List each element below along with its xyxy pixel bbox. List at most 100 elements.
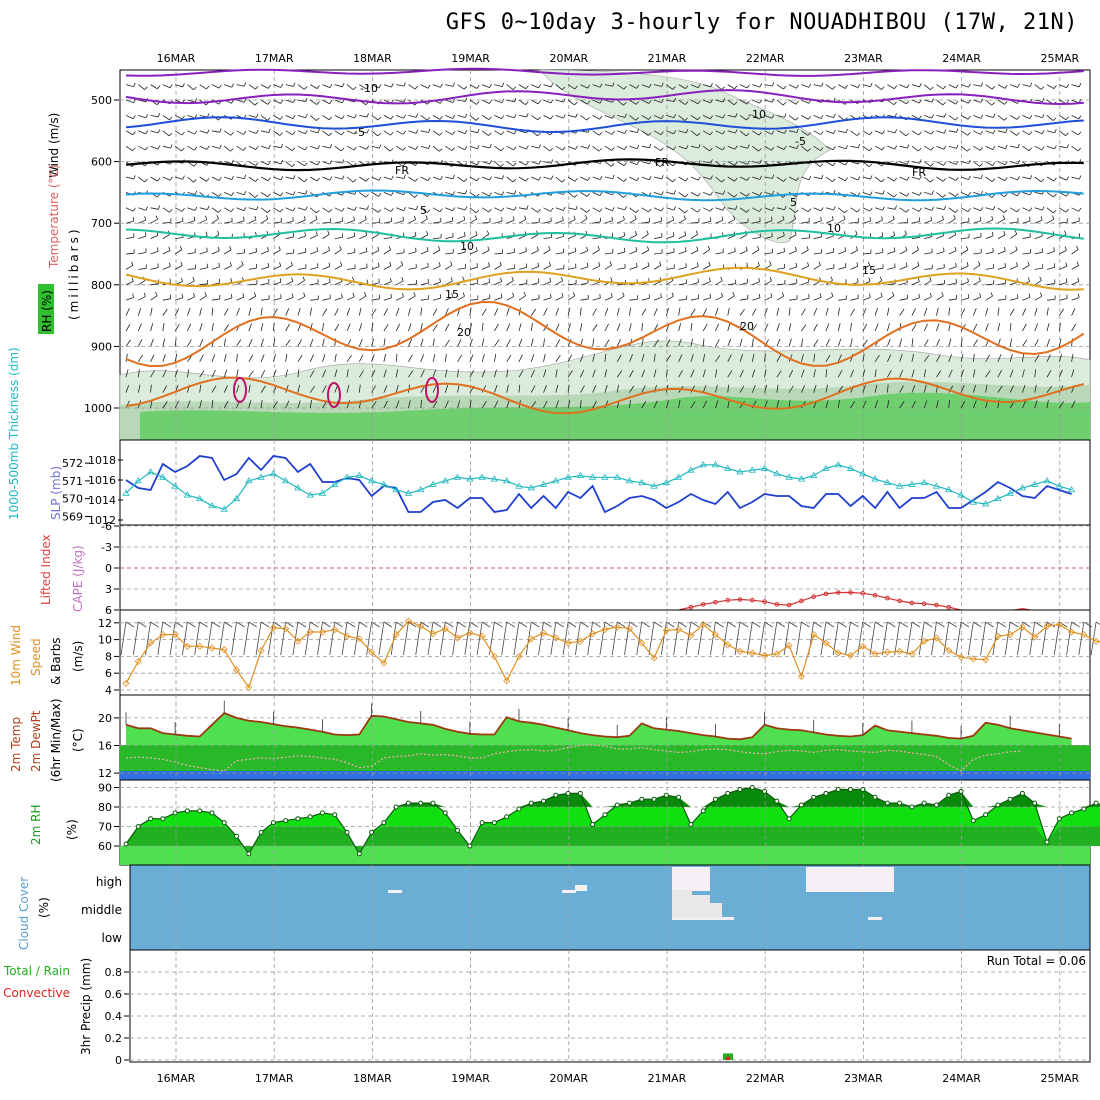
cloud-ylabel-b: (%)	[37, 897, 51, 918]
wind-barb-shaft	[813, 115, 822, 119]
wind-barb-shaft	[346, 236, 355, 239]
wind-barb-feather	[720, 276, 723, 281]
wind-barb-feather	[611, 163, 615, 167]
wind-barb-shaft	[224, 84, 232, 88]
rh-point	[737, 786, 743, 792]
wind-barb-feather	[820, 114, 824, 119]
surface-barb-feather	[788, 621, 798, 628]
wind-barb-shaft	[727, 145, 736, 150]
wind-barb-feather	[414, 178, 419, 182]
wind-barb-feather	[882, 206, 885, 211]
wind-barb-feather	[158, 205, 161, 210]
wind-barb-shaft	[825, 115, 834, 118]
wind-barb-shaft	[162, 323, 165, 332]
wind-barb-feather	[759, 159, 762, 164]
wind-barb-shaft	[395, 145, 404, 151]
wind-barb-feather	[218, 193, 222, 197]
wind-barb-shaft	[690, 266, 699, 270]
wind-barb-feather	[169, 209, 173, 213]
wind-barb-feather	[181, 293, 184, 298]
thickness-point	[490, 475, 499, 482]
wind-barb-shaft	[653, 115, 662, 120]
wind-barb-shaft	[592, 400, 597, 409]
wind-barb-shaft	[297, 251, 306, 255]
wind-barb-feather	[943, 247, 945, 252]
surface-barb-shaft	[587, 621, 594, 656]
wind-speed-point	[797, 672, 805, 681]
wind-barb-feather	[941, 292, 944, 297]
wind-barb-shaft	[260, 266, 269, 270]
wind-barb-feather	[451, 147, 455, 151]
wind-barb-shaft	[1034, 369, 1037, 378]
surface-barb-shaft	[636, 621, 643, 656]
wind-barb-shaft	[973, 115, 981, 119]
wind-barb-feather	[696, 262, 699, 267]
wind-barb-shaft	[432, 385, 437, 393]
wind-barb-feather	[438, 262, 441, 267]
thickness-point	[724, 464, 732, 471]
wind-barb-feather	[759, 83, 763, 88]
cloud-ylabel-a: Cloud Cover	[17, 877, 31, 950]
wind-barb-shaft	[702, 323, 708, 332]
wind-barb-shaft	[236, 176, 245, 180]
wind-barb-shaft	[924, 280, 932, 286]
wind-barb-feather	[501, 131, 505, 136]
wind-barb-feather	[475, 209, 480, 214]
isotherm-line	[125, 300, 1085, 368]
wind-barb-shaft	[580, 250, 588, 255]
wind-barb-feather	[991, 178, 996, 182]
wind-barb-shaft	[580, 115, 588, 121]
wind-barb-shaft	[285, 384, 289, 393]
surface-barb-feather	[334, 621, 343, 628]
wind-barb-shaft	[371, 282, 380, 286]
wind-barb-shaft	[641, 265, 650, 270]
upper-ylabel-temp: Temperature (°C)	[47, 164, 61, 269]
wind-barb-feather	[450, 277, 453, 282]
wind-barb-shaft	[715, 130, 723, 135]
wind-barb-shaft	[1034, 339, 1039, 347]
wind-barb-shaft	[567, 176, 576, 182]
wind-barb-shaft	[408, 354, 413, 362]
surface-barb-feather	[432, 621, 442, 628]
wind-barb-shaft	[187, 339, 192, 347]
wind-barb-shaft	[567, 370, 573, 378]
wind-barb-shaft	[899, 298, 908, 301]
wind-barb-shaft	[604, 176, 613, 180]
wind-barb-shaft	[801, 237, 810, 239]
wind-barb-shaft	[383, 176, 392, 180]
wind-barb-shaft	[862, 265, 870, 270]
wind-barb-shaft	[567, 354, 573, 362]
wind-barb-shaft	[641, 297, 650, 301]
wind-barb-feather	[881, 232, 884, 237]
wind-barb-feather	[795, 262, 798, 267]
wind-barb-shaft	[420, 338, 424, 347]
wind-barb-shaft	[334, 281, 343, 286]
wind-barb-feather	[955, 262, 957, 267]
wind-barb-shaft	[236, 84, 245, 87]
wind-barb-shaft	[973, 192, 982, 196]
wind-barb-shaft	[211, 130, 220, 133]
wind-barb-shaft	[481, 84, 490, 88]
wind-barb-shaft	[801, 385, 806, 393]
wind-barb-shaft	[1046, 207, 1054, 214]
wind-barb-feather	[463, 231, 466, 237]
wind-barb-shaft	[874, 369, 877, 378]
wind-barb-shaft	[887, 251, 896, 255]
wind-barb-feather	[217, 230, 220, 235]
wind-barb-shaft	[801, 130, 809, 136]
wind-barb-feather	[488, 278, 491, 283]
wind-barb-shaft	[715, 176, 722, 183]
wind-barb-shaft	[518, 84, 527, 90]
wind-barb-shaft	[788, 218, 797, 224]
wind-barb-feather	[413, 292, 416, 297]
wind-barb-shaft	[752, 221, 761, 224]
wind-barb-shaft	[788, 400, 791, 409]
wind-barb-feather	[194, 146, 198, 151]
wind-barb-shaft	[162, 308, 168, 316]
wind-barb-shaft	[592, 192, 601, 197]
wind-barb-feather	[280, 159, 284, 164]
wind-barb-shaft	[727, 192, 735, 198]
wind-barb-feather	[905, 246, 908, 251]
surface-barb-feather	[395, 621, 405, 628]
wind-barb-feather	[968, 99, 971, 104]
